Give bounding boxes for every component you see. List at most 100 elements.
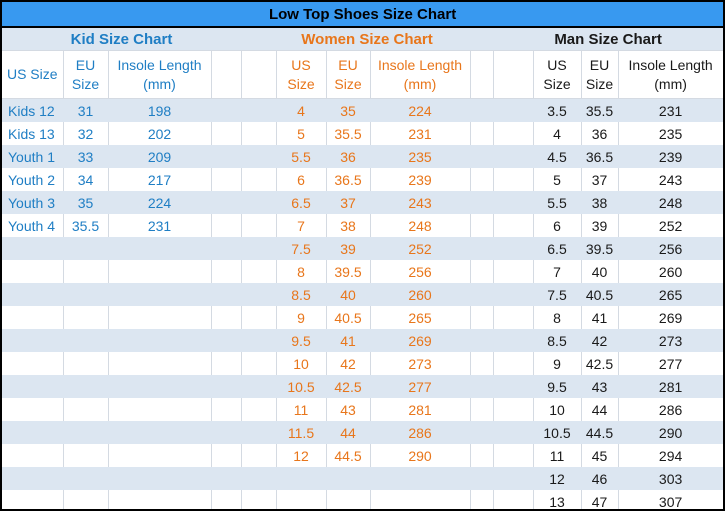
cell-women-us: 10 [276,352,327,375]
spacer-cell [241,329,276,352]
cell-man-us: 7 [533,260,582,283]
spacer-cell [470,329,493,352]
cell-women-eu: 39.5 [326,260,371,283]
cell-women-us: 4 [276,98,326,122]
cell-man-insole: 290 [618,421,723,444]
spacer-cell [470,444,494,467]
cell-women-insole: 252 [370,237,470,260]
cell-kid-us: Kids 12 [2,98,63,122]
cell-kid-us [2,375,63,398]
spacer-cell [241,444,277,467]
cell-kid-insole: 202 [108,122,212,145]
cell-man-us: 13 [533,490,582,509]
cell-man-us: 5.5 [533,191,581,214]
cell-man-insole: 260 [618,260,723,283]
cell-kid-insole [108,283,211,306]
cell-kid-insole [108,421,211,444]
column-header-kid-insole: Insole Length (mm) [108,50,212,99]
cell-man-eu: 36 [581,122,619,145]
spacer-cell [493,214,534,237]
cell-kid-us [2,237,63,260]
cell-women-us: 5 [276,122,327,145]
cell-kid-us [2,444,64,467]
cell-women-eu: 41 [326,329,370,352]
cell-kid-us: Kids 13 [2,122,64,145]
cell-kid-insole: 231 [108,214,212,237]
cell-man-eu: 39.5 [581,237,618,260]
spacer-cell [493,122,534,145]
column-header-women-us: US Size [276,50,327,99]
cell-kid-eu: 35 [63,191,108,214]
cell-kid-eu [63,467,108,490]
cell-kid-insole [108,467,211,490]
section-header-man: Man Size Chart [493,27,723,51]
cell-kid-us: Youth 3 [2,191,63,214]
spacer-cell [470,283,493,306]
cell-kid-eu: 31 [63,98,108,122]
cell-women-insole: 231 [370,122,471,145]
spacer-cell [493,168,534,191]
cell-kid-eu [63,329,108,352]
spacer-cell [211,352,242,375]
table-row: 10 42 273 9 42.5 277 [2,352,723,375]
cell-man-us: 10.5 [533,421,581,444]
cell-man-us: 4 [533,122,582,145]
cell-kid-eu: 33 [63,145,108,168]
cell-man-us: 5 [533,168,582,191]
spacer-cell [211,122,242,145]
cell-man-insole: 256 [618,237,723,260]
spacer-header-cell [211,50,242,99]
spacer-cell [470,214,494,237]
table-row: 11 43 281 10 44 286 [2,398,723,421]
cell-kid-us [2,329,63,352]
cell-kid-insole: 209 [108,145,211,168]
cell-man-us: 10 [533,398,582,421]
cell-women-eu: 36.5 [326,168,371,191]
spacer-cell [470,260,494,283]
cell-kid-insole [108,375,211,398]
cell-kid-us [2,421,63,444]
column-header-kid-eu: EU Size [63,50,109,99]
cell-man-insole: 303 [618,467,723,490]
cell-man-insole: 269 [618,306,723,329]
spacer-cell [493,398,534,421]
cell-man-insole: 231 [618,98,723,122]
cell-women-us: 8 [276,260,327,283]
cell-women-insole: 286 [370,421,470,444]
cell-women-eu: 37 [326,191,370,214]
table-row: 12 44.5 290 11 45 294 [2,444,723,467]
spacer-cell [211,145,241,168]
section-header-kid: Kid Size Chart [2,27,241,51]
cell-man-eu: 40 [581,260,619,283]
spacer-cell [211,490,242,509]
table-row: Youth 2 34 217 6 36.5 239 5 37 243 [2,168,723,191]
spacer-cell [470,398,494,421]
spacer-cell [493,490,534,509]
spacer-cell [493,329,533,352]
spacer-cell [470,375,493,398]
cell-man-eu: 40.5 [581,283,618,306]
spacer-cell [493,98,533,122]
cell-man-insole: 239 [618,145,723,168]
spacer-cell [470,306,494,329]
spacer-cell [470,352,494,375]
size-table-body: Kids 12 31 198 4 35 224 3.5 35.5 231 Kids 13 32 202… [2,98,723,509]
cell-man-us: 12 [533,467,581,490]
cell-kid-us [2,260,64,283]
cell-women-insole: 243 [370,191,470,214]
column-header-man-eu: EU Size [581,50,619,99]
cell-women-eu: 36 [326,145,370,168]
cell-kid-us [2,398,64,421]
cell-kid-eu: 32 [63,122,109,145]
spacer-cell [211,237,241,260]
cell-women-insole [370,490,471,509]
spacer-cell [241,306,277,329]
table-row: 7.5 39 252 6.5 39.5 256 [2,237,723,260]
spacer-cell [493,260,534,283]
spacer-cell [241,352,277,375]
cell-kid-eu [63,237,108,260]
cell-kid-insole [108,490,212,509]
spacer-cell [241,237,276,260]
cell-women-eu: 44 [326,421,370,444]
cell-kid-eu: 35.5 [63,214,109,237]
